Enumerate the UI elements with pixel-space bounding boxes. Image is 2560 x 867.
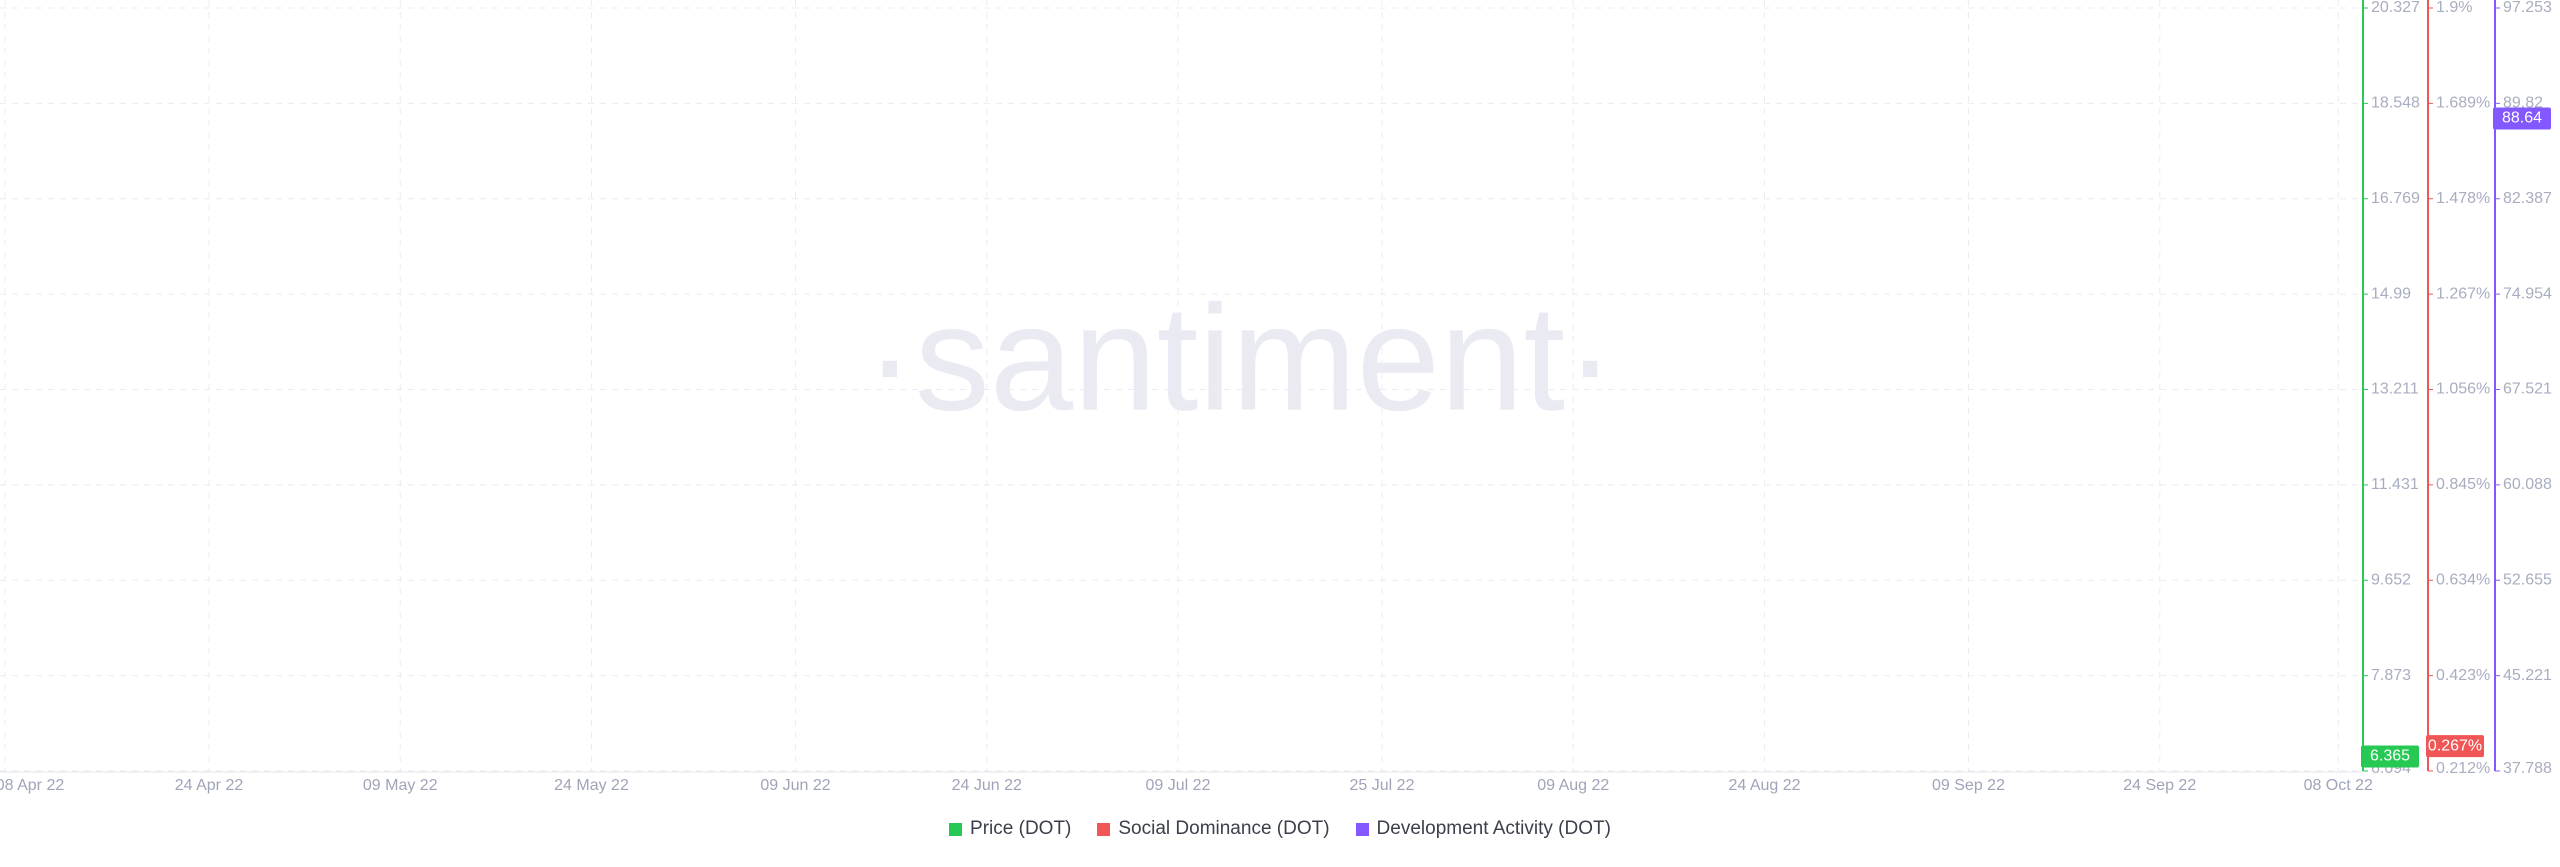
y-tick-label: 11.431 bbox=[2371, 476, 2419, 493]
y-tick-label: 7.873 bbox=[2371, 667, 2411, 684]
legend-label: Development Activity (DOT) bbox=[1376, 818, 1611, 839]
y-tick-label: 0.212% bbox=[2436, 760, 2490, 777]
x-tick-label: 24 Sep 22 bbox=[2123, 777, 2196, 794]
watermark: ·santiment· bbox=[865, 274, 1615, 442]
y-tick-label: 74.954 bbox=[2503, 285, 2552, 302]
x-tick-label: 24 Jun 22 bbox=[952, 777, 1022, 794]
x-tick-label: 08 Oct 22 bbox=[2304, 777, 2373, 794]
y-tick-label: 82.387 bbox=[2503, 190, 2552, 207]
last-value-label: 6.365 bbox=[2370, 748, 2410, 765]
y-tick-label: 13.211 bbox=[2371, 381, 2419, 398]
y-tick-label: 52.655 bbox=[2503, 571, 2552, 588]
last-value-badge bbox=[2426, 735, 2484, 758]
last-value-badge bbox=[2493, 107, 2551, 130]
x-tick-label: 09 Jun 22 bbox=[760, 777, 830, 794]
legend-swatch bbox=[1355, 822, 1369, 836]
y-tick-label: 1.689% bbox=[2436, 95, 2490, 112]
chart: ·santiment· 08 Apr 22 24 Apr 22 09 May 22 2… bbox=[0, 0, 2552, 794]
y-tick-label: 37.788 bbox=[2503, 760, 2552, 777]
y-tick-label: 18.548 bbox=[2371, 95, 2420, 112]
x-tick-label: 09 Aug 22 bbox=[1537, 777, 1609, 794]
last-value-badge bbox=[2361, 745, 2419, 768]
x-tick-label: 24 Apr 22 bbox=[175, 777, 244, 794]
last-value-label: 88.64 bbox=[2502, 110, 2542, 127]
legend-swatch bbox=[1097, 822, 1111, 836]
y-tick-label: 60.088 bbox=[2503, 476, 2552, 493]
y-tick-label: 0.423% bbox=[2436, 667, 2490, 684]
x-tick-label: 08 Apr 22 bbox=[0, 777, 64, 794]
legend-label: Price (DOT) bbox=[970, 818, 1072, 839]
y-tick-label: 1.9% bbox=[2436, 0, 2472, 16]
last-value-label: 0.267% bbox=[2428, 737, 2482, 754]
y-tick-label: 45.221 bbox=[2503, 667, 2552, 684]
x-tick-label: 24 May 22 bbox=[554, 777, 629, 794]
x-tick-label: 09 May 22 bbox=[363, 777, 438, 794]
legend-item[interactable]: Social Dominance (DOT) bbox=[1097, 818, 1330, 840]
legend-swatch bbox=[949, 822, 963, 836]
legend-item[interactable]: Price (DOT) bbox=[949, 818, 1071, 840]
y-tick-label: 16.769 bbox=[2371, 190, 2420, 207]
legend-label: Social Dominance (DOT) bbox=[1118, 818, 1330, 839]
y-tick-label: 97.253 bbox=[2503, 0, 2552, 16]
y-tick-label: 0.845% bbox=[2436, 476, 2490, 493]
y-tick-label: 20.327 bbox=[2371, 0, 2420, 16]
x-tick-label: 09 Sep 22 bbox=[1932, 777, 2005, 794]
y-tick-label: 0.634% bbox=[2436, 571, 2490, 588]
x-tick-label: 09 Jul 22 bbox=[1146, 777, 1211, 794]
x-tick-label: 24 Aug 22 bbox=[1728, 777, 1800, 794]
legend: Price (DOT) Social Dominance (DOT) Develop… bbox=[0, 818, 2560, 840]
x-tick-label: 25 Jul 22 bbox=[1350, 777, 1415, 794]
y-tick-label: 9.652 bbox=[2371, 571, 2411, 588]
y-tick-label: 89.82 bbox=[2503, 95, 2543, 112]
y-tick-label: 1.478% bbox=[2436, 190, 2490, 207]
y-tick-label: 14.99 bbox=[2371, 285, 2411, 302]
y-tick-label: 67.521 bbox=[2503, 381, 2552, 398]
y-tick-label: 1.056% bbox=[2436, 381, 2490, 398]
legend-item[interactable]: Development Activity (DOT) bbox=[1355, 818, 1611, 840]
y-tick-label: 1.267% bbox=[2436, 285, 2490, 302]
